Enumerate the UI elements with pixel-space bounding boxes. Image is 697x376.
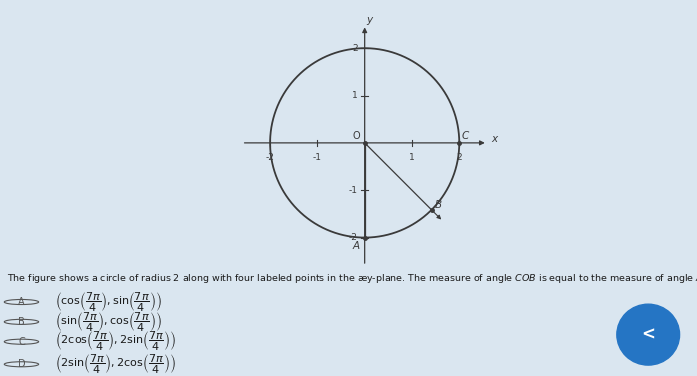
Text: -1: -1	[348, 186, 358, 195]
Text: B: B	[18, 317, 25, 327]
Text: $\left(2\cos\!\left(\dfrac{7\pi}{4}\right),2\sin\!\left(\dfrac{7\pi}{4}\right)\r: $\left(2\cos\!\left(\dfrac{7\pi}{4}\righ…	[55, 330, 176, 353]
Text: $\left(\sin\!\left(\dfrac{7\pi}{4}\right),\cos\!\left(\dfrac{7\pi}{4}\right)\rig: $\left(\sin\!\left(\dfrac{7\pi}{4}\right…	[55, 310, 162, 334]
Text: y: y	[367, 15, 372, 25]
Text: 1: 1	[352, 91, 358, 100]
Text: $\left(\cos\!\left(\dfrac{7\pi}{4}\right),\sin\!\left(\dfrac{7\pi}{4}\right)\rig: $\left(\cos\!\left(\dfrac{7\pi}{4}\right…	[55, 290, 162, 314]
Text: -2: -2	[348, 233, 358, 242]
Text: C: C	[18, 337, 25, 347]
Text: D: D	[17, 359, 25, 369]
Text: 2: 2	[352, 44, 358, 53]
Text: A: A	[18, 297, 25, 307]
Text: x: x	[491, 134, 498, 144]
Text: <: <	[641, 326, 655, 344]
Text: 2: 2	[457, 153, 462, 162]
Text: $\left(2\sin\!\left(\dfrac{7\pi}{4}\right),2\cos\!\left(\dfrac{7\pi}{4}\right)\r: $\left(2\sin\!\left(\dfrac{7\pi}{4}\righ…	[55, 353, 176, 376]
Text: O: O	[353, 131, 360, 141]
Circle shape	[617, 304, 680, 365]
Text: The figure shows a circle of radius 2 along with four labeled points in the æy-p: The figure shows a circle of radius 2 al…	[7, 272, 697, 285]
Text: -2: -2	[266, 153, 275, 162]
Text: C: C	[461, 131, 468, 141]
Text: A: A	[353, 241, 360, 251]
Text: B: B	[435, 200, 442, 210]
Text: 1: 1	[409, 153, 415, 162]
Text: -1: -1	[313, 153, 322, 162]
